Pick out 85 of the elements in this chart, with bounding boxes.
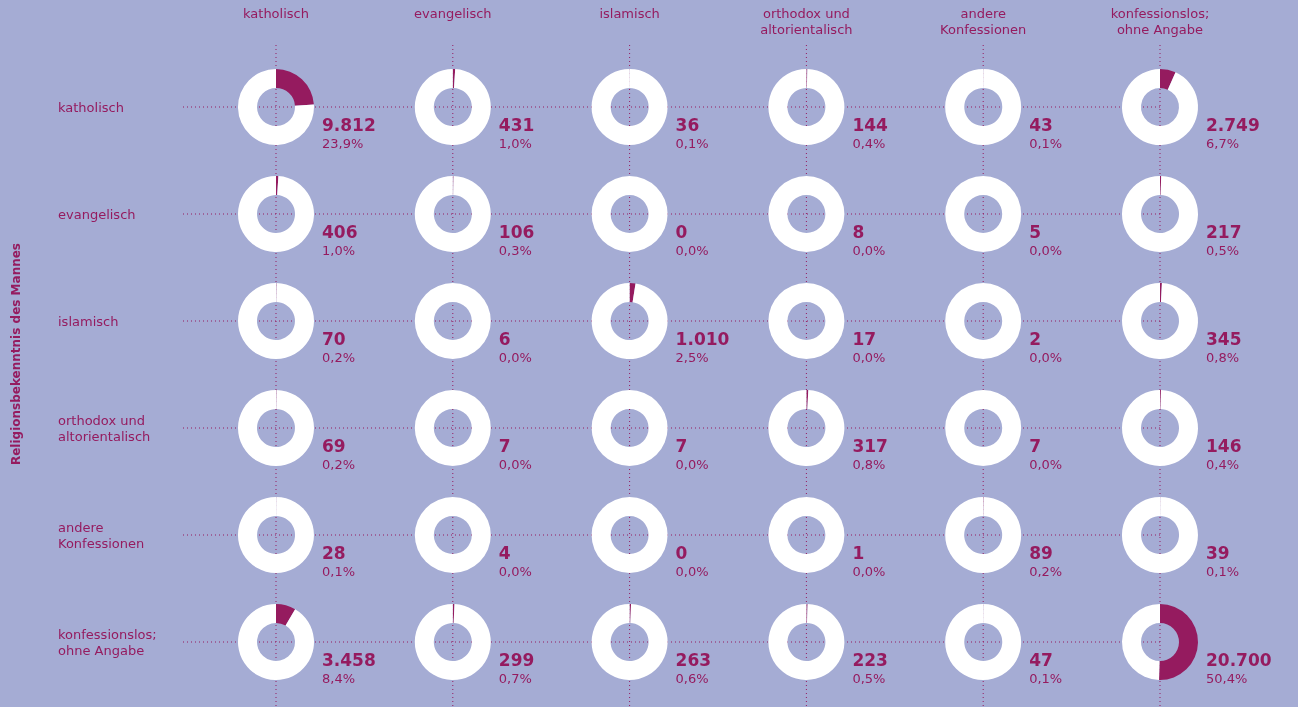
text: 1,0%	[498, 136, 532, 151]
text: 0,0%	[852, 564, 886, 579]
text: 0,5%	[1206, 243, 1240, 258]
text: 17	[852, 329, 877, 349]
text: 0,1%	[675, 136, 709, 151]
text: 1,0%	[322, 243, 356, 258]
text: 223	[852, 650, 888, 670]
text: 217	[1206, 222, 1242, 242]
text: 2.749	[1206, 115, 1260, 135]
category-label: orthodox und altorientalisch	[58, 413, 151, 444]
text: 0,6%	[675, 671, 709, 686]
text: 106	[498, 222, 535, 242]
category-label: konfessionslos; ohne Angabe	[1110, 6, 1210, 37]
text: 8	[852, 222, 865, 242]
text: 50,4%	[1206, 671, 1248, 686]
text: 23,9%	[322, 136, 364, 151]
text: 0,4%	[1206, 457, 1240, 472]
text: 5	[1029, 222, 1042, 242]
text: 6,7%	[1206, 136, 1240, 151]
text: 0,2%	[322, 350, 356, 365]
category-label: konfessionslos; ohne Angabe	[58, 627, 157, 658]
text: 0,0%	[498, 350, 532, 365]
text: 20.700	[1206, 650, 1272, 670]
category-label: andere Konfessionen	[940, 6, 1027, 37]
text: 0,1%	[1206, 564, 1240, 579]
text: 7	[498, 436, 511, 456]
text: 0,5%	[852, 671, 886, 686]
category-label: katholisch	[243, 6, 309, 21]
category-label: andere Konfessionen	[58, 520, 145, 551]
text: 89	[1029, 543, 1053, 563]
text: 0,2%	[322, 457, 356, 472]
text: 0,0%	[852, 350, 886, 365]
text: 2	[1029, 329, 1042, 349]
text: 0,8%	[1206, 350, 1240, 365]
text: 39	[1206, 543, 1230, 563]
text: 0	[675, 543, 688, 563]
text: 7	[1029, 436, 1042, 456]
text: 0,3%	[498, 243, 532, 258]
category-label: islamisch	[599, 6, 660, 21]
text: 8,4%	[322, 671, 356, 686]
text: 0,7%	[498, 671, 532, 686]
text: 2,5%	[675, 350, 709, 365]
text: 0,1%	[1029, 671, 1063, 686]
category-label: orthodox und altorientalisch	[760, 6, 853, 37]
text: 7	[675, 436, 688, 456]
text: 0,0%	[498, 457, 532, 472]
text: 3.458	[322, 650, 376, 670]
text: 0,0%	[498, 564, 532, 579]
text: 0,0%	[675, 564, 709, 579]
text: 1.010	[675, 329, 730, 349]
text: 345	[1206, 329, 1242, 349]
text: 406	[322, 222, 358, 242]
category-label: evangelisch	[414, 6, 492, 21]
category-label: islamisch	[58, 314, 119, 329]
text: 299	[498, 650, 535, 670]
text: 0,0%	[675, 243, 709, 258]
text: 0,0%	[1029, 457, 1063, 472]
text: 0,1%	[1029, 136, 1063, 151]
text: 146	[1206, 436, 1242, 456]
text: 0,0%	[1029, 243, 1063, 258]
text: 0,8%	[852, 457, 886, 472]
text: 1	[852, 543, 865, 563]
text: 9.812	[322, 115, 376, 135]
text: 144	[852, 115, 889, 135]
text: 0	[675, 222, 688, 242]
category-label: evangelisch	[58, 207, 136, 222]
text: 70	[322, 329, 346, 349]
text: 28	[322, 543, 346, 563]
text: 263	[675, 650, 712, 670]
text: 317	[852, 436, 888, 456]
text: 36	[675, 115, 700, 135]
text: 431	[498, 115, 535, 135]
text: 43	[1029, 115, 1053, 135]
text: 0,2%	[1029, 564, 1063, 579]
text: 47	[1029, 650, 1053, 670]
text: Religionsbekenntnis des Mannes	[9, 242, 23, 466]
text: 0,4%	[852, 136, 886, 151]
text: 0,0%	[1029, 350, 1063, 365]
text: 69	[322, 436, 346, 456]
category-label: katholisch	[58, 100, 124, 115]
text: 4	[498, 543, 511, 563]
text: 0,0%	[675, 457, 709, 472]
text: 0,1%	[322, 564, 356, 579]
text: 0,0%	[852, 243, 886, 258]
text: 6	[498, 329, 511, 349]
